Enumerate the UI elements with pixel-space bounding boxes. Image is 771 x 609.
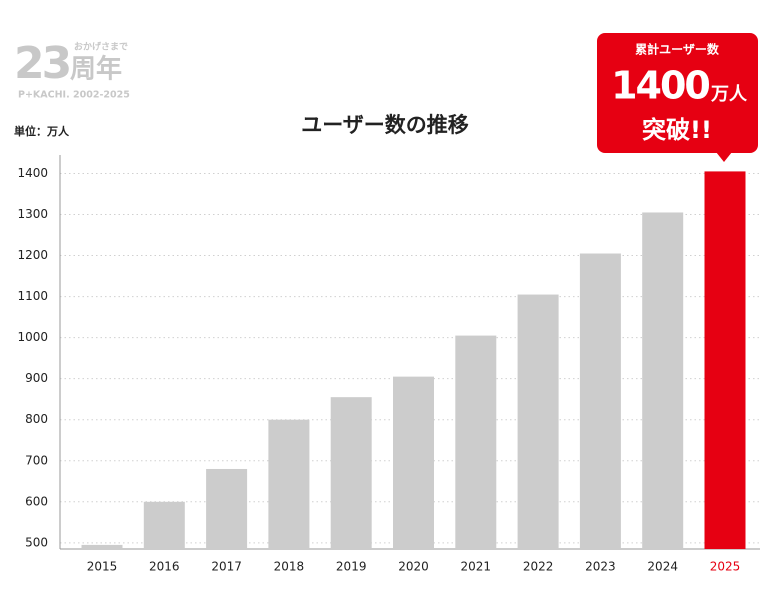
y-tick-label: 1300 (17, 207, 48, 221)
y-tick-label: 1100 (17, 289, 48, 303)
logo-number: 23 (14, 38, 70, 89)
bar (143, 501, 185, 549)
y-tick-label: 600 (25, 494, 48, 508)
callout: 累計ユーザー数 1400 万人 突破!! (597, 33, 758, 162)
x-tick-label: 2015 (87, 560, 118, 574)
x-tick-label: 2018 (274, 560, 305, 574)
logo-sub: P+KACHI. 2002-2025 (18, 90, 130, 101)
x-tick-label: 2019 (336, 560, 367, 574)
callout-figure: 1400 (611, 64, 709, 108)
x-tick-label: 2021 (461, 560, 492, 574)
callout-box (597, 33, 758, 153)
x-tick-label: 2022 (523, 560, 554, 574)
x-tick-label: 2016 (149, 560, 180, 574)
bar (393, 376, 434, 549)
callout-pointer (716, 152, 732, 162)
x-tick-label: 2023 (585, 560, 616, 574)
y-tick-label: 500 (25, 535, 48, 549)
y-tick-label: 1200 (17, 248, 48, 262)
y-tick-label: 1400 (17, 166, 48, 180)
bar (330, 397, 372, 549)
bar (704, 171, 746, 549)
callout-figure-unit: 万人 (710, 84, 748, 105)
bar (642, 212, 684, 550)
y-tick-label: 800 (25, 412, 48, 426)
x-tick-label: 2017 (211, 560, 242, 574)
y-tick-label: 900 (25, 371, 48, 385)
x-tick-label: 2020 (398, 560, 429, 574)
logo-suffix: 周年 (70, 54, 122, 85)
unit-label: 単位：万人 (14, 124, 70, 138)
callout-heading: 累計ユーザー数 (635, 42, 720, 57)
bar (268, 419, 310, 549)
chart-title: ユーザー数の推移 (301, 113, 469, 137)
callout-message: 突破!! (642, 116, 712, 144)
logo-tagline: おかげさまで (74, 41, 128, 53)
bar (81, 544, 123, 549)
bar (517, 294, 559, 549)
y-tick-label: 1000 (17, 330, 48, 344)
bar (579, 253, 621, 549)
x-tick-label: 2024 (647, 560, 678, 574)
bar (206, 468, 248, 549)
x-tick-label: 2025 (710, 560, 741, 574)
y-tick-label: 700 (25, 453, 48, 467)
bar (455, 335, 497, 549)
